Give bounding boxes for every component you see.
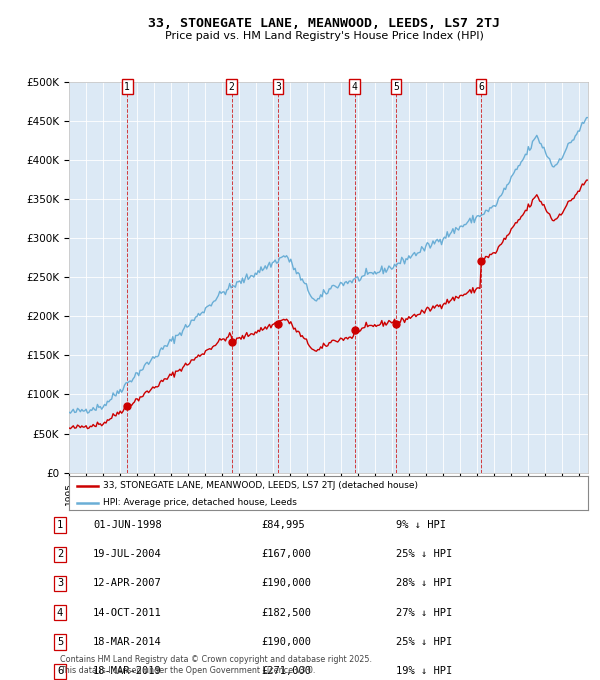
Text: 4: 4: [57, 608, 63, 617]
Text: 14-OCT-2011: 14-OCT-2011: [93, 608, 162, 617]
Text: 33, STONEGATE LANE, MEANWOOD, LEEDS, LS7 2TJ: 33, STONEGATE LANE, MEANWOOD, LEEDS, LS7…: [148, 17, 500, 30]
Text: 2: 2: [57, 549, 63, 559]
Text: £84,995: £84,995: [261, 520, 305, 530]
Text: 5: 5: [393, 82, 399, 92]
Text: £271,000: £271,000: [261, 666, 311, 676]
Text: £167,000: £167,000: [261, 549, 311, 559]
Text: Price paid vs. HM Land Registry's House Price Index (HPI): Price paid vs. HM Land Registry's House …: [164, 31, 484, 41]
Text: 6: 6: [57, 666, 63, 676]
Text: 4: 4: [352, 82, 358, 92]
Text: 6: 6: [478, 82, 484, 92]
Text: 9% ↓ HPI: 9% ↓ HPI: [396, 520, 446, 530]
Text: 18-MAR-2019: 18-MAR-2019: [93, 666, 162, 676]
Text: £190,000: £190,000: [261, 579, 311, 588]
Text: 28% ↓ HPI: 28% ↓ HPI: [396, 579, 452, 588]
Text: 3: 3: [275, 82, 281, 92]
Text: 3: 3: [57, 579, 63, 588]
Text: 25% ↓ HPI: 25% ↓ HPI: [396, 637, 452, 647]
Text: 33, STONEGATE LANE, MEANWOOD, LEEDS, LS7 2TJ (detached house): 33, STONEGATE LANE, MEANWOOD, LEEDS, LS7…: [103, 481, 418, 490]
Text: 1: 1: [57, 520, 63, 530]
Text: 19% ↓ HPI: 19% ↓ HPI: [396, 666, 452, 676]
Text: 25% ↓ HPI: 25% ↓ HPI: [396, 549, 452, 559]
Text: HPI: Average price, detached house, Leeds: HPI: Average price, detached house, Leed…: [103, 498, 296, 507]
Text: 18-MAR-2014: 18-MAR-2014: [93, 637, 162, 647]
Text: £190,000: £190,000: [261, 637, 311, 647]
Text: 12-APR-2007: 12-APR-2007: [93, 579, 162, 588]
Text: £182,500: £182,500: [261, 608, 311, 617]
Text: 27% ↓ HPI: 27% ↓ HPI: [396, 608, 452, 617]
Text: 2: 2: [229, 82, 235, 92]
Text: Contains HM Land Registry data © Crown copyright and database right 2025.
This d: Contains HM Land Registry data © Crown c…: [60, 655, 372, 675]
Text: 1: 1: [124, 82, 130, 92]
Text: 19-JUL-2004: 19-JUL-2004: [93, 549, 162, 559]
Text: 01-JUN-1998: 01-JUN-1998: [93, 520, 162, 530]
Text: 5: 5: [57, 637, 63, 647]
